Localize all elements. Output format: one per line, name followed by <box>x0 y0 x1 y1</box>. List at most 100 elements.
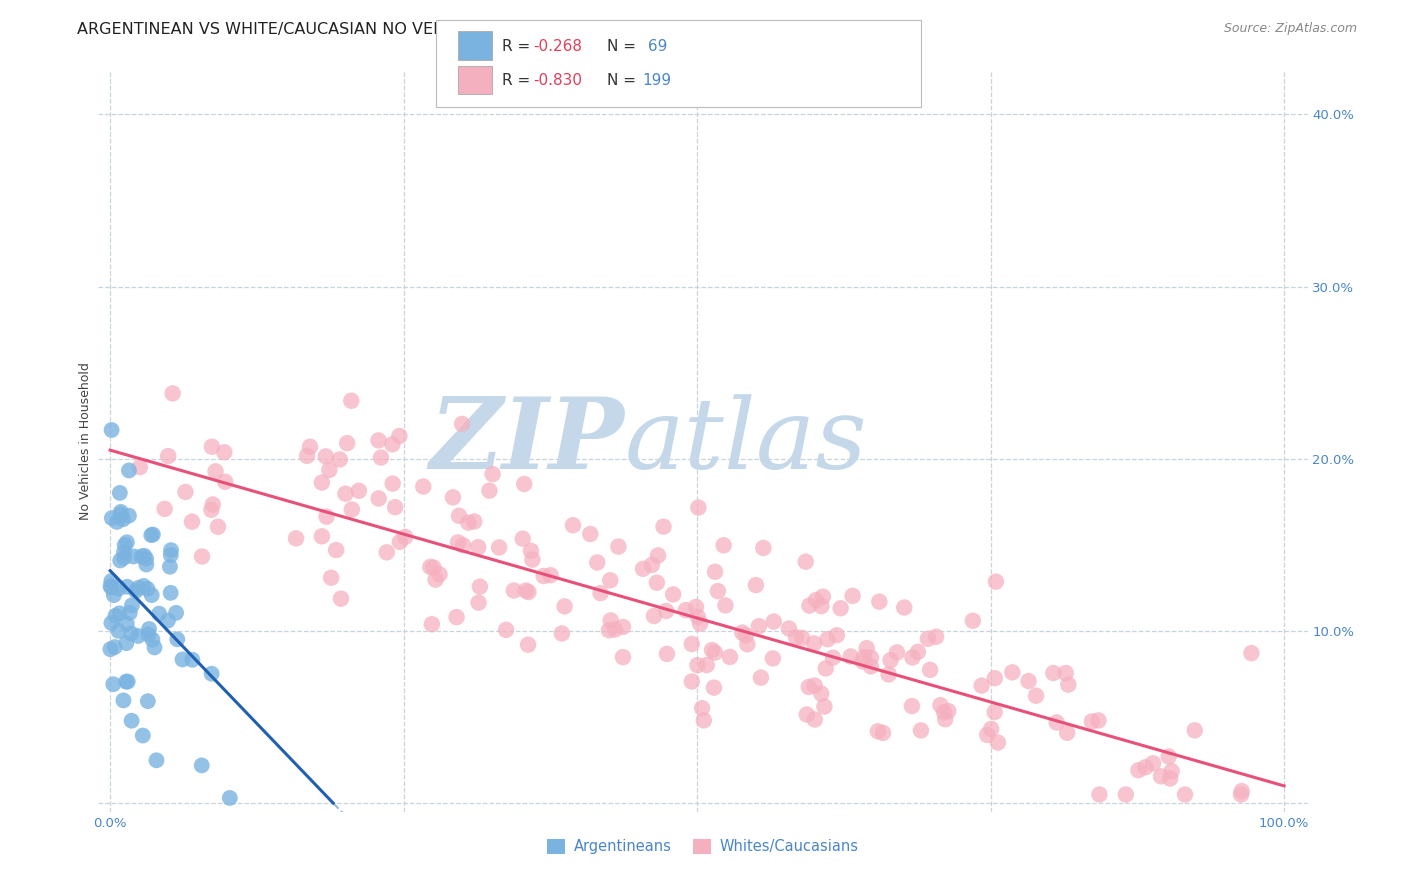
Point <box>143 640 166 655</box>
Point <box>370 450 392 465</box>
Point <box>478 483 501 498</box>
Point <box>207 520 229 534</box>
Point <box>859 650 882 665</box>
Point <box>934 712 956 726</box>
Point <box>174 485 197 500</box>
Point <box>447 535 470 549</box>
Point <box>1159 772 1181 786</box>
Point <box>810 687 832 701</box>
Point <box>655 604 678 618</box>
Point <box>375 545 398 559</box>
Point <box>803 713 825 727</box>
Point <box>107 624 129 638</box>
Point <box>839 649 862 664</box>
Point <box>325 543 347 558</box>
Point <box>804 593 827 607</box>
Point <box>681 674 703 689</box>
Point <box>503 583 526 598</box>
Point <box>156 614 179 628</box>
Point <box>868 594 890 608</box>
Point <box>688 500 710 515</box>
Text: ZIP: ZIP <box>429 393 624 490</box>
Point <box>118 508 141 523</box>
Point <box>138 622 160 636</box>
Point <box>285 532 308 546</box>
Point <box>522 552 544 566</box>
Point <box>121 714 143 728</box>
Point <box>127 629 149 643</box>
Point <box>703 681 725 695</box>
Point <box>714 599 737 613</box>
Point <box>388 535 411 549</box>
Point <box>980 722 1002 736</box>
Point <box>1184 723 1206 738</box>
Point <box>579 527 602 541</box>
Point <box>181 515 204 529</box>
Point <box>841 589 863 603</box>
Point <box>762 615 785 629</box>
Point <box>118 463 141 477</box>
Point <box>420 617 443 632</box>
Point <box>481 467 503 482</box>
Point <box>512 532 534 546</box>
Point <box>115 535 138 549</box>
Point <box>821 650 844 665</box>
Point <box>1128 764 1150 778</box>
Point <box>214 475 236 489</box>
Point <box>707 584 730 599</box>
Point <box>128 460 150 475</box>
Point <box>599 614 621 628</box>
Point <box>1150 769 1173 783</box>
Point <box>520 543 543 558</box>
Point <box>103 588 125 602</box>
Point <box>467 540 489 554</box>
Point <box>643 609 665 624</box>
Point <box>929 698 952 713</box>
Point <box>689 616 711 631</box>
Point <box>103 677 125 691</box>
Point <box>340 502 363 516</box>
Point <box>586 556 609 570</box>
Point <box>160 543 183 558</box>
Point <box>675 603 697 617</box>
Point <box>962 614 984 628</box>
Point <box>394 530 416 544</box>
Point <box>104 640 127 654</box>
Point <box>1230 788 1253 802</box>
Point <box>115 674 138 689</box>
Point <box>201 666 224 681</box>
Point <box>336 436 359 450</box>
Point <box>748 619 770 633</box>
Point <box>451 417 474 431</box>
Point <box>920 663 942 677</box>
Point <box>645 575 668 590</box>
Point <box>1174 788 1197 802</box>
Point <box>599 574 621 588</box>
Point <box>799 599 821 613</box>
Point <box>318 463 340 477</box>
Point <box>817 632 839 647</box>
Point <box>98 642 121 657</box>
Point <box>136 694 159 708</box>
Point <box>159 586 181 600</box>
Point <box>330 591 353 606</box>
Point <box>381 437 404 451</box>
Y-axis label: No Vehicles in Household: No Vehicles in Household <box>79 363 91 520</box>
Point <box>513 477 536 491</box>
Point <box>735 628 758 642</box>
Point <box>932 705 955 719</box>
Point <box>762 651 785 665</box>
Point <box>115 636 138 650</box>
Point <box>983 705 1005 719</box>
Point <box>429 567 451 582</box>
Point <box>718 649 741 664</box>
Point <box>190 758 212 772</box>
Point <box>148 607 170 621</box>
Point <box>131 549 153 564</box>
Point <box>422 560 444 574</box>
Point <box>562 518 585 533</box>
Text: Source: ZipAtlas.com: Source: ZipAtlas.com <box>1223 22 1357 36</box>
Point <box>925 630 948 644</box>
Point <box>311 475 333 490</box>
Point <box>855 641 877 656</box>
